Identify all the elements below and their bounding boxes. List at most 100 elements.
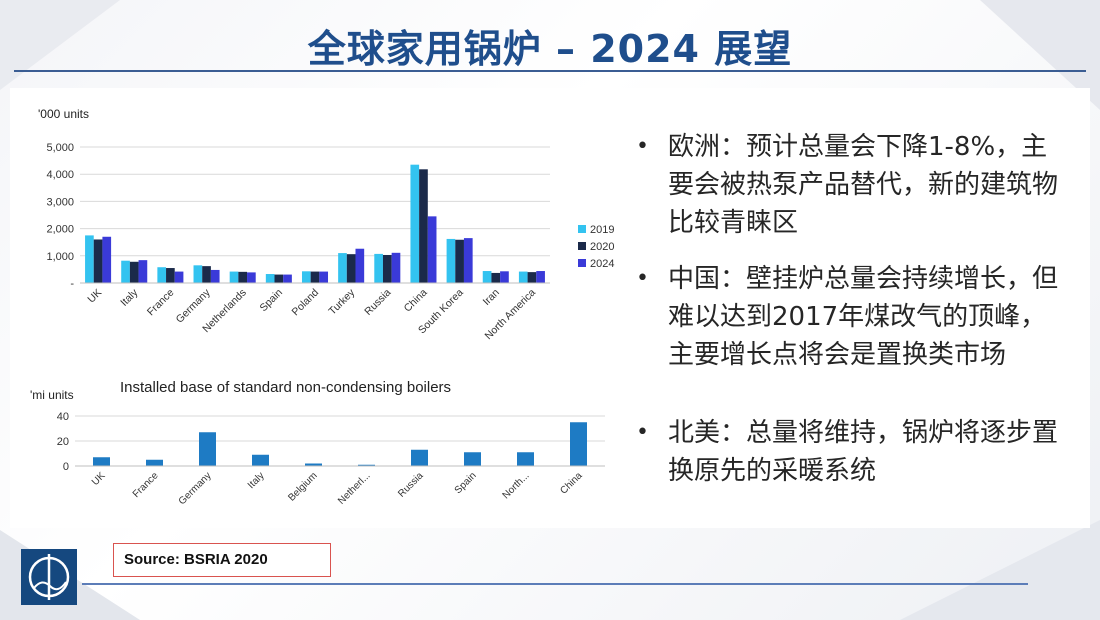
bar-series-UK bbox=[93, 457, 110, 466]
bar-2020-Spain bbox=[274, 274, 284, 283]
bar-2019-Netherlands bbox=[229, 271, 239, 283]
y-tick-label: 5,000 bbox=[46, 142, 74, 154]
bar-2019-Italy bbox=[121, 260, 130, 283]
y-tick-label: 20 bbox=[57, 436, 69, 448]
x-tick-label: Russia bbox=[396, 470, 426, 500]
bar-2024-Germany bbox=[210, 269, 220, 283]
unit-label: '000 units bbox=[38, 107, 89, 121]
unit-label: 'mi units bbox=[30, 388, 74, 402]
bar-2019-France bbox=[157, 267, 167, 283]
y-tick-label: 4,000 bbox=[46, 169, 74, 181]
slide-title: 全球家用锅炉 – 2024 展望 bbox=[307, 27, 793, 71]
footer-divider bbox=[82, 583, 1028, 585]
bar-series-Italy bbox=[252, 454, 269, 466]
x-tick-label: France bbox=[131, 470, 161, 500]
x-tick-label: Spain bbox=[257, 287, 285, 315]
bar-2019-Poland bbox=[301, 271, 311, 283]
source-box: Source: BSRIA 2020 bbox=[113, 543, 331, 577]
bar-2024-South Korea bbox=[463, 238, 473, 283]
bar-2024-China bbox=[427, 216, 437, 283]
x-tick-label: Spain bbox=[453, 470, 479, 496]
bullet-text: 欧洲：预计总量会下降1-8%，主要会被热泵产品替代，新的建筑物比较青睐区 bbox=[668, 132, 1059, 238]
title-divider bbox=[14, 70, 1086, 72]
bar-2020-Turkey bbox=[346, 254, 356, 283]
x-tick-label: North... bbox=[501, 470, 532, 501]
bar-series-Germany bbox=[199, 432, 216, 466]
legend-swatch bbox=[578, 259, 586, 267]
x-tick-label: Italy bbox=[118, 286, 141, 309]
chart-unit-sales: '000 units - 1,000 2,000 3,000 4,000 5,000 UK It… bbox=[38, 107, 614, 342]
x-tick-label: China bbox=[402, 287, 430, 315]
bar-2020-North America bbox=[527, 272, 537, 283]
bar-series-Spain bbox=[464, 452, 481, 466]
bar-2019-North America bbox=[518, 271, 528, 283]
bullet-dot: • bbox=[636, 266, 649, 291]
x-tick-label: Turkey bbox=[326, 286, 357, 317]
x-tick-label: UK bbox=[90, 470, 108, 488]
legend-swatch bbox=[578, 242, 586, 250]
bar-2024-Iran bbox=[500, 271, 509, 283]
bar-2020-Netherlands bbox=[238, 271, 248, 283]
chart-title: Installed base of standard non-condensin… bbox=[120, 379, 451, 396]
x-tick-label: Russia bbox=[362, 287, 393, 318]
content-panel bbox=[10, 88, 1090, 528]
x-tick-label: Italy bbox=[246, 470, 267, 491]
bullet-text: 中国：壁挂炉总量会持续增长，但难以达到2017年煤改气的顶峰，主要增长点将会是置… bbox=[668, 264, 1059, 370]
bar-2020-Italy bbox=[129, 261, 139, 283]
bullet-europe: • 欧洲：预计总量会下降1-8%，主要会被热泵产品替代，新的建筑物比较青睐区 bbox=[628, 128, 1068, 242]
bar-series-Belgium bbox=[305, 463, 322, 466]
bar-2020-China bbox=[419, 169, 428, 283]
bar-2019-Iran bbox=[482, 271, 492, 283]
bar-2019-China bbox=[410, 164, 420, 283]
bullet-text: 北美：总量将维持，锅炉将逐步置换原先的采暖系统 bbox=[668, 418, 1059, 486]
bar-series-North... bbox=[517, 452, 534, 466]
bullet-china: • 中国：壁挂炉总量会持续增长，但难以达到2017年煤改气的顶峰，主要增长点将会… bbox=[628, 260, 1068, 374]
bar-2019-Germany bbox=[193, 265, 203, 283]
bar-2024-Russia bbox=[391, 252, 401, 283]
y-tick-label: 40 bbox=[57, 411, 69, 423]
bar-2019-Turkey bbox=[338, 253, 347, 283]
legend-swatch bbox=[578, 225, 586, 233]
x-tick-label: Iran bbox=[481, 287, 502, 308]
legend-label: 2019 bbox=[590, 224, 614, 236]
bar-2024-Spain bbox=[283, 274, 292, 283]
legend-label: 2024 bbox=[590, 258, 614, 270]
bar-2024-Italy bbox=[138, 260, 148, 283]
bullet-dot: • bbox=[636, 134, 649, 159]
bar-2024-Turkey bbox=[355, 248, 365, 283]
bar-series-Russia bbox=[411, 449, 428, 466]
legend-label: 2020 bbox=[590, 241, 614, 253]
bar-2020-Russia bbox=[382, 254, 392, 283]
bullet-north-america: • 北美：总量将维持，锅炉将逐步置换原先的采暖系统 bbox=[628, 414, 1068, 490]
x-tick-label: UK bbox=[85, 287, 104, 306]
x-tick-label: Netherl... bbox=[336, 470, 372, 506]
bar-2020-South Korea bbox=[455, 239, 464, 283]
y-tick-label: 1,000 bbox=[46, 251, 74, 263]
y-tick-label: - bbox=[70, 278, 74, 290]
bullet-dot: • bbox=[636, 420, 649, 445]
bar-series-France bbox=[146, 459, 163, 466]
bar-2019-Spain bbox=[265, 274, 275, 283]
bar-series-Netherl... bbox=[358, 464, 375, 466]
bar-2024-North America bbox=[536, 271, 545, 283]
bar-2024-Poland bbox=[319, 271, 329, 283]
y-tick-label: 3,000 bbox=[46, 196, 74, 208]
x-tick-label: Germany bbox=[177, 470, 214, 507]
y-tick-label: 2,000 bbox=[46, 224, 74, 236]
chart-installed-base: Installed base of standard non-condensin… bbox=[30, 379, 605, 507]
bar-2020-France bbox=[166, 268, 175, 283]
x-tick-label: China bbox=[558, 470, 585, 497]
bar-2024-France bbox=[174, 271, 184, 283]
company-logo bbox=[21, 549, 77, 605]
x-tick-label: Belgium bbox=[286, 470, 319, 503]
y-tick-label: 0 bbox=[63, 461, 69, 473]
bar-2020-UK bbox=[93, 239, 103, 283]
bar-2024-Netherlands bbox=[247, 272, 256, 283]
bar-2019-Russia bbox=[374, 253, 383, 283]
bullet-list: • 欧洲：预计总量会下降1-8%，主要会被热泵产品替代，新的建筑物比较青睐区 •… bbox=[628, 128, 1068, 490]
bar-2024-UK bbox=[102, 236, 112, 283]
x-tick-label: France bbox=[145, 287, 177, 319]
bar-series-China bbox=[570, 422, 587, 466]
bar-2020-Germany bbox=[202, 266, 211, 283]
bar-2019-South Korea bbox=[446, 238, 456, 283]
